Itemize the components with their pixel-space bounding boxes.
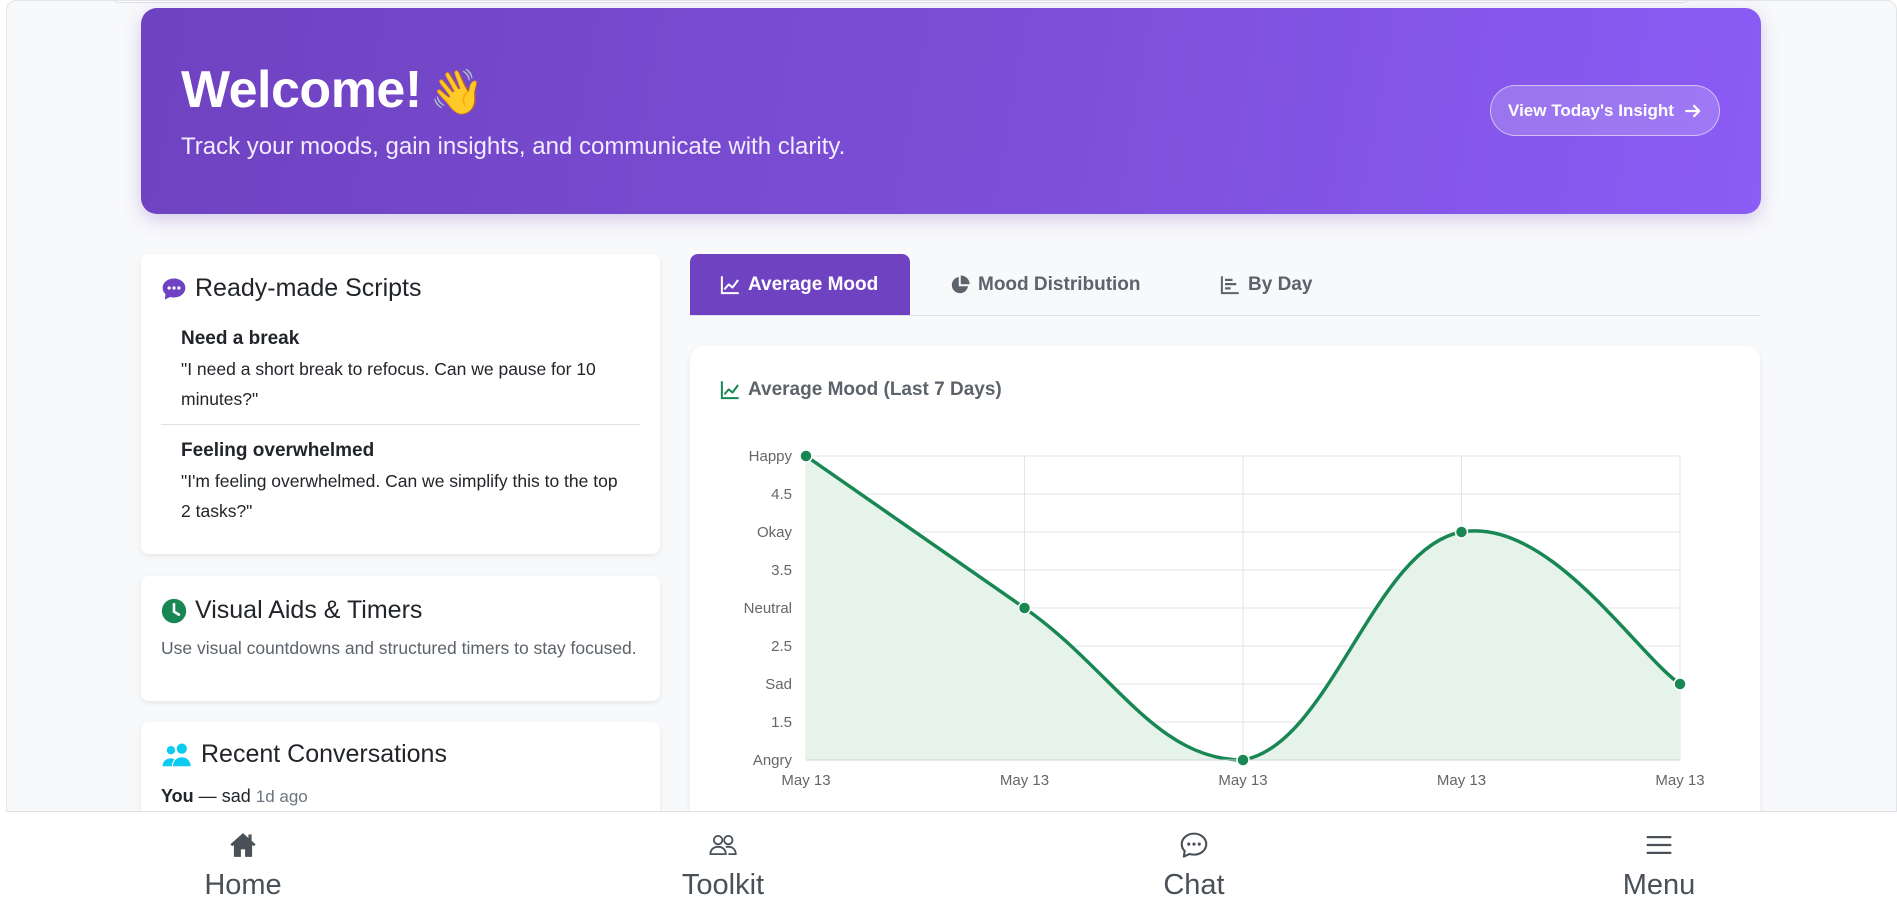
pie-chart-icon (951, 274, 970, 293)
y-tick-label: Neutral (744, 600, 792, 617)
data-point (1673, 677, 1687, 691)
conversation-separator: — (193, 786, 222, 806)
scripts-title: Ready-made Scripts (161, 274, 421, 303)
x-tick-label: May 13 (1218, 772, 1267, 789)
data-point (1236, 753, 1250, 767)
conversation-mood: sad (221, 786, 251, 806)
arrow-right-icon (1685, 104, 1701, 117)
clock-icon (161, 598, 187, 623)
view-insight-label: View Today's Insight (1508, 100, 1674, 120)
y-tick-label: 4.5 (771, 486, 792, 503)
bar-list-icon (1220, 275, 1239, 294)
welcome-banner: Welcome! 👋 Track your moods, gain insight… (141, 8, 1761, 214)
script-item[interactable]: Need a break "I need a short break to re… (181, 328, 621, 414)
scripts-card: Ready-made Scripts Need a break "I need … (141, 254, 660, 554)
welcome-title-text: Welcome! (181, 61, 422, 119)
chart-title: Average Mood (Last 7 Days) (720, 379, 1002, 401)
nav-label: Chat (1163, 868, 1225, 901)
nav-chat[interactable]: Chat (1094, 812, 1294, 919)
x-tick-label: May 13 (1000, 772, 1049, 789)
mood-series-line (805, 454, 1682, 762)
welcome-title: Welcome! 👋 (181, 60, 484, 120)
browser-edge (111, 1, 1691, 3)
nav-home[interactable]: Home (143, 812, 343, 919)
y-tick-label: 2.5 (771, 638, 792, 655)
chat-outline-icon (1180, 832, 1208, 858)
tab-average-mood[interactable]: Average Mood (690, 254, 910, 315)
visual-aids-card[interactable]: Visual Aids & Timers Use visual countdow… (141, 576, 660, 701)
nav-label: Toolkit (681, 868, 765, 901)
scripts-title-text: Ready-made Scripts (195, 274, 422, 302)
home-icon (230, 832, 256, 857)
x-tick-label: May 13 (1655, 772, 1704, 789)
visual-aids-description: Use visual countdowns and structured tim… (161, 638, 637, 658)
people-outline-icon (709, 834, 737, 855)
line-chart-icon (720, 275, 739, 294)
script-text: "I'm feeling overwhelmed. Can we simplif… (181, 471, 618, 521)
y-tick-label: 3.5 (771, 562, 792, 579)
script-name: Need a break (181, 328, 300, 349)
chart-title-text: Average Mood (Last 7 Days) (748, 379, 1002, 400)
bottom-navigation: Home Toolkit Chat Menu (6, 811, 1897, 919)
tab-by-day[interactable]: By Day (1190, 254, 1342, 315)
tab-label: By Day (1248, 273, 1313, 295)
hamburger-icon (1646, 835, 1672, 854)
x-tick-label: May 13 (1437, 772, 1486, 789)
nav-label: Home (204, 868, 282, 901)
people-icon (162, 742, 191, 766)
y-tick-label: Sad (765, 676, 792, 693)
data-point (799, 449, 813, 463)
script-item[interactable]: Feeling overwhelmed "I'm feeling overwhe… (181, 440, 621, 526)
y-tick-label: Angry (753, 752, 793, 769)
welcome-subtitle: Track your moods, gain insights, and com… (181, 133, 846, 160)
tab-label: Mood Distribution (978, 273, 1141, 295)
nav-menu[interactable]: Menu (1559, 812, 1759, 919)
divider (161, 424, 640, 425)
visual-aids-title-text: Visual Aids & Timers (195, 596, 423, 624)
tab-label: Average Mood (748, 273, 879, 295)
y-tick-label: Okay (757, 524, 793, 541)
conversation-item[interactable]: You — sad 1d ago (161, 786, 308, 807)
chat-bubble-icon (162, 277, 186, 300)
nav-label: Menu (1622, 868, 1696, 901)
data-point (1017, 601, 1032, 615)
y-tick-label: 1.5 (771, 714, 792, 731)
waving-hand-icon: 👋 (429, 68, 485, 117)
visual-aids-title: Visual Aids & Timers (161, 596, 422, 625)
chart-tabs: Average Mood Mood Distribution By Day (690, 254, 1760, 316)
x-tick-label: May 13 (781, 772, 830, 789)
nav-toolkit[interactable]: Toolkit (623, 812, 823, 919)
y-tick-label: Happy (749, 448, 793, 465)
script-name: Feeling overwhelmed (181, 440, 375, 461)
script-text: "I need a short break to refocus. Can we… (181, 359, 596, 409)
recent-conversations-title: Recent Conversations (161, 740, 447, 769)
tab-mood-distribution[interactable]: Mood Distribution (920, 254, 1171, 315)
data-point (1454, 525, 1469, 539)
mood-line-chart: Happy 4.5 Okay 3.5 Neutral 2.5 Sad 1.5 Angry May … (744, 448, 1705, 789)
view-insight-button[interactable]: View Today's Insight (1490, 85, 1720, 136)
recent-conversations-title-text: Recent Conversations (201, 740, 447, 768)
conversation-author: You (161, 786, 194, 806)
conversation-time: 1d ago (255, 787, 308, 806)
line-chart-icon (720, 381, 739, 400)
